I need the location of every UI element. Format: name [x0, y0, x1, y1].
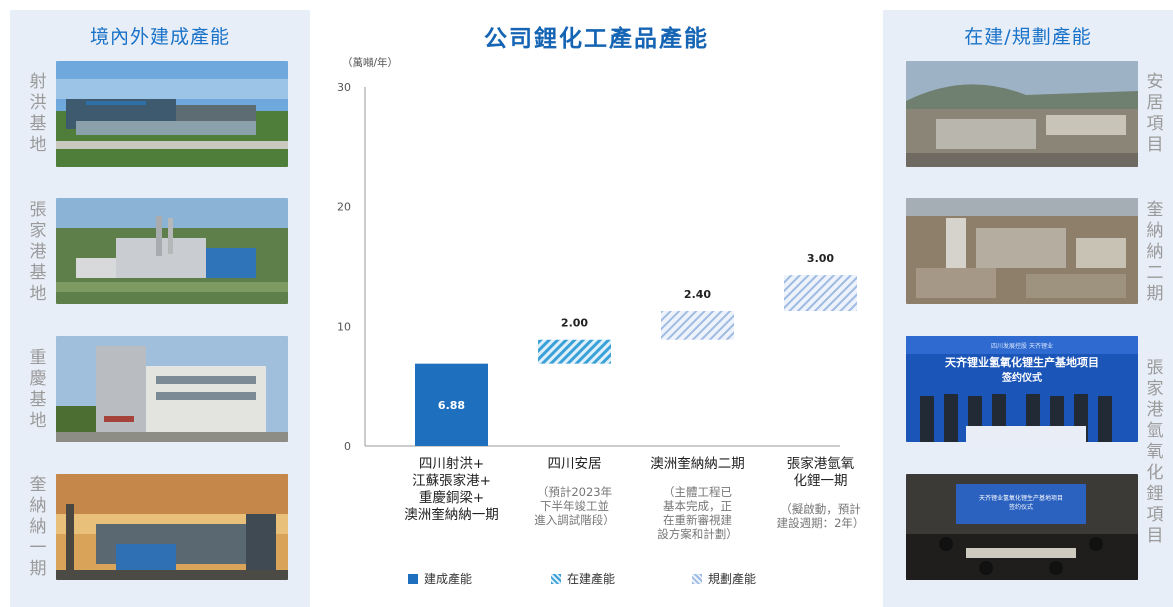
banner-title-line1: 天齐锂业氢氧化锂生产基地项目	[945, 355, 1099, 369]
meeting-room-photo: 天齐锂业氢氧化锂生产基地项目 签约仪式	[906, 474, 1138, 580]
banner-title-line2: 签约仪式	[1001, 371, 1042, 384]
category-label: 四川安居	[547, 456, 602, 472]
office-building-photo	[56, 336, 288, 442]
legend-under-construction: 在建產能	[551, 570, 615, 587]
bar-planned	[661, 311, 734, 340]
bar-value-label: 6.88	[438, 399, 465, 412]
legend-planned-label: 規劃產能	[708, 572, 757, 586]
category-label: 張家港氫氧 化鋰一期	[786, 456, 855, 489]
small-banner-line1: 天齐锂业氢氧化锂生产基地项目	[979, 494, 1063, 502]
legend-built: 建成產能	[408, 570, 472, 587]
bar-built	[415, 363, 488, 446]
bar-planned	[784, 275, 857, 312]
site-label-kwinana-1: 奎納納一期	[29, 475, 47, 579]
chart-title: 公司鋰化工產品產能	[484, 26, 709, 52]
signing-ceremony-photo: 四川发展控股 天齐锂业 天齐锂业氢氧化锂生产基地项目 签约仪式	[906, 336, 1138, 442]
site-label-zhangjiagang: 張家港基地	[29, 200, 47, 304]
sunset-plant-photo	[56, 474, 288, 580]
site-label-shehong: 射洪基地	[29, 72, 47, 155]
category-note: （主體工程已 基本完成，正 在重新審視建 設方案和計劃）	[657, 485, 738, 541]
banner-logos: 四川发展控股 天齐锂业	[991, 342, 1053, 350]
legend-built-swatch	[408, 573, 418, 584]
bar-value-label: 2.00	[561, 317, 588, 330]
bar-value-label: 2.40	[684, 288, 711, 301]
y-tick-label: 30	[337, 81, 351, 94]
site-label-kwinana-2: 奎納納二期	[1146, 200, 1164, 304]
legend-under-construction-swatch	[551, 573, 561, 584]
legend-under-construction-label: 在建產能	[567, 572, 616, 586]
site-label-anju: 安居項目	[1146, 72, 1164, 155]
right-panel-title: 在建/規劃產能	[964, 26, 1092, 48]
y-axis-unit: （萬噸/年）	[342, 56, 398, 69]
left-panel-title: 境內外建成產能	[89, 26, 230, 48]
bar-under_construction	[538, 339, 611, 364]
factory-campus-photo	[56, 61, 288, 167]
legend-built-label: 建成產能	[424, 572, 473, 586]
legend-planned-swatch	[692, 573, 702, 584]
legend-planned: 規劃產能	[692, 570, 756, 587]
bar-value-label: 3.00	[807, 252, 834, 265]
chemical-plant-photo	[56, 198, 288, 304]
category-label: 澳洲奎納納二期	[650, 456, 745, 472]
y-tick-label: 0	[344, 440, 351, 453]
left-panel: 境內外建成產能 射洪基地 張家港基地 重慶基地 奎納納一期	[10, 10, 310, 607]
y-tick-label: 20	[337, 201, 351, 214]
category-note: （預計2023年 下半年竣工並 進入調試階段）	[534, 485, 615, 527]
site-label-chongqing: 重慶基地	[29, 348, 47, 431]
construction-site-photo	[906, 61, 1138, 167]
category-label: 四川射洪+ 江蘇張家港+ 重慶銅梁+ 澳洲奎納納一期	[404, 456, 499, 523]
small-banner-line2: 签约仪式	[1009, 503, 1033, 511]
capacity-bar-chart: （萬噸/年） 0 10 20 30 6.88 2.00 2.40 3.00	[337, 56, 857, 453]
y-tick-label: 10	[337, 320, 351, 333]
right-panel: 在建/規劃產能 安居項目 奎納納二期 四川发展控股 天齐锂业 天齐锂业氢氧化锂生…	[883, 10, 1173, 607]
site-label-zjg-lioh: 張家港氫氧化鋰項目	[1146, 358, 1164, 546]
aerial-plant-photo	[906, 198, 1138, 304]
category-note: （擬啟動，預計 建設週期：2年）	[776, 502, 865, 530]
